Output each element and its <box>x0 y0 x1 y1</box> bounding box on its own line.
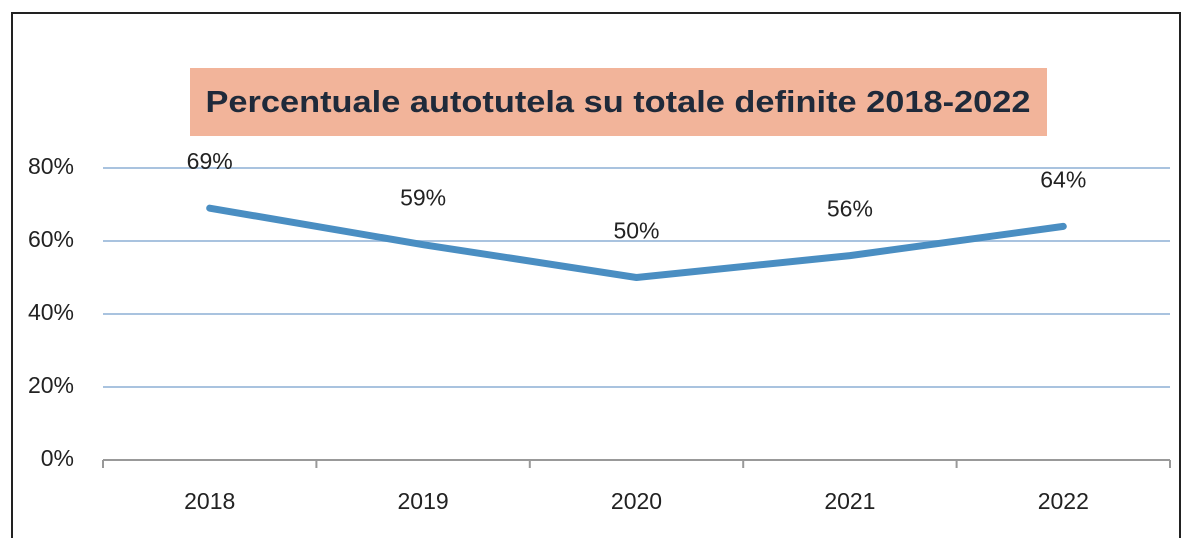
y-tick-label: 60% <box>28 226 74 252</box>
x-tick-label: 2022 <box>1038 488 1089 514</box>
chart-title: Percentuale autotutela su totale definit… <box>206 84 1031 119</box>
data-label: 50% <box>613 218 659 244</box>
data-label: 69% <box>187 148 233 174</box>
x-tick-label: 2020 <box>611 488 662 514</box>
x-tick-label: 2018 <box>184 488 235 514</box>
y-tick-label: 40% <box>28 299 74 325</box>
y-tick-label: 20% <box>28 372 74 398</box>
y-tick-label: 0% <box>41 445 74 471</box>
x-tick-label: 2021 <box>824 488 875 514</box>
frame <box>11 12 1181 538</box>
line <box>206 204 1067 281</box>
y-tick-label: 80% <box>28 153 74 179</box>
x-tick-label: 2019 <box>398 488 449 514</box>
title-box <box>190 68 1047 136</box>
data-label: 64% <box>1040 166 1086 192</box>
data-label: 56% <box>827 196 873 222</box>
data-label: 59% <box>400 185 446 211</box>
